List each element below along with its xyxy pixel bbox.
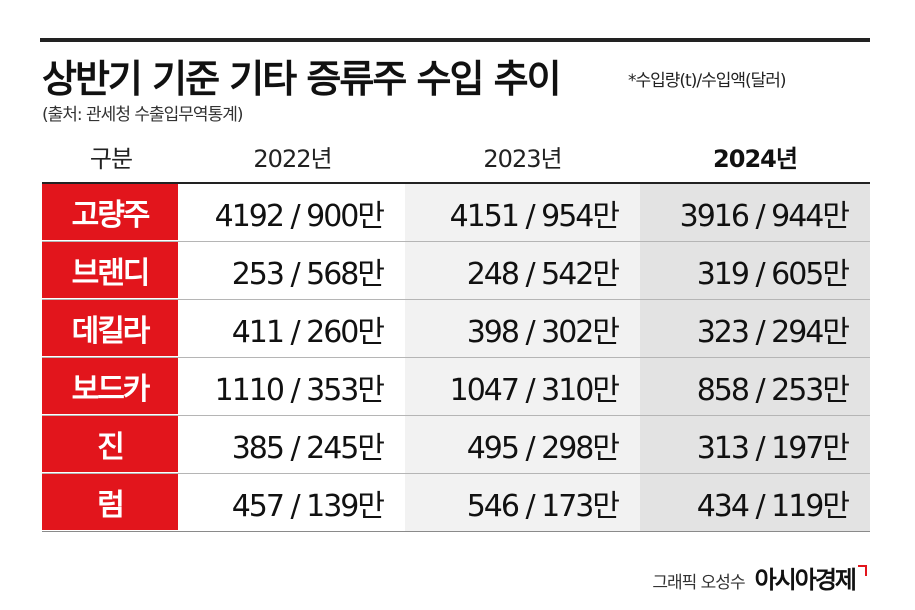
table-row: 브랜디 253 / 568만 248 / 542만 319 / 605만 (42, 242, 870, 300)
cell-2024: 858 / 253만 (640, 358, 870, 415)
table-row: 보드카 1110 / 353만 1047 / 310만 858 / 253만 (42, 358, 870, 416)
cell-2023: 398 / 302만 (405, 300, 640, 357)
cell-2024: 323 / 294만 (640, 300, 870, 357)
header-category: 구분 (89, 145, 133, 173)
cell-2024: 313 / 197만 (640, 416, 870, 473)
page-title: 상반기 기준 기타 증류주 수입 추이 (42, 57, 562, 101)
cell-2022: 4192 / 900만 (180, 184, 405, 241)
unit-note: *수입량(t)/수입액(달러) (628, 71, 787, 91)
cell-2024: 3916 / 944만 (640, 184, 870, 241)
cell-2022: 385 / 245만 (180, 416, 405, 473)
cell-2022: 457 / 139만 (180, 474, 405, 531)
table-row: 데킬라 411 / 260만 398 / 302만 323 / 294만 (42, 300, 870, 358)
table-header: 구분 2022년 2023년 2024년 (42, 136, 870, 182)
row-category: 보드카 (42, 358, 178, 415)
header-divider (42, 182, 870, 184)
cell-2023: 1047 / 310만 (405, 358, 640, 415)
top-rule (40, 38, 870, 42)
cell-2022: 411 / 260만 (180, 300, 405, 357)
cell-2023: 495 / 298만 (405, 416, 640, 473)
cell-2024: 319 / 605만 (640, 242, 870, 299)
header-2023: 2023년 (483, 145, 562, 173)
table-row: 진 385 / 245만 495 / 298만 313 / 197만 (42, 416, 870, 474)
row-category: 럼 (42, 474, 178, 531)
import-table: 고량주 4192 / 900만 4151 / 954만 3916 / 944만 … (42, 184, 870, 532)
row-category: 진 (42, 416, 178, 473)
graphic-credit: 그래픽 오성수 (652, 573, 745, 593)
table-row: 럼 457 / 139만 546 / 173만 434 / 119만 (42, 474, 870, 532)
cell-2023: 4151 / 954만 (405, 184, 640, 241)
table-row: 고량주 4192 / 900만 4151 / 954만 3916 / 944만 (42, 184, 870, 242)
row-category: 고량주 (42, 184, 178, 241)
row-category: 브랜디 (42, 242, 178, 299)
cell-2023: 248 / 542만 (405, 242, 640, 299)
credit: 그래픽 오성수 아시아경제 (652, 560, 867, 595)
header-2024: 2024년 (713, 145, 798, 173)
cell-2022: 253 / 568만 (180, 242, 405, 299)
brand-logo: 아시아경제 (754, 566, 857, 594)
cell-2023: 546 / 173만 (405, 474, 640, 531)
header-2022: 2022년 (253, 145, 332, 173)
cell-2022: 1110 / 353만 (180, 358, 405, 415)
cell-2024: 434 / 119만 (640, 474, 870, 531)
brand-mark-icon (858, 565, 867, 576)
row-category: 데킬라 (42, 300, 178, 357)
source-note: (출처: 관세청 수출입무역통계) (42, 105, 243, 125)
